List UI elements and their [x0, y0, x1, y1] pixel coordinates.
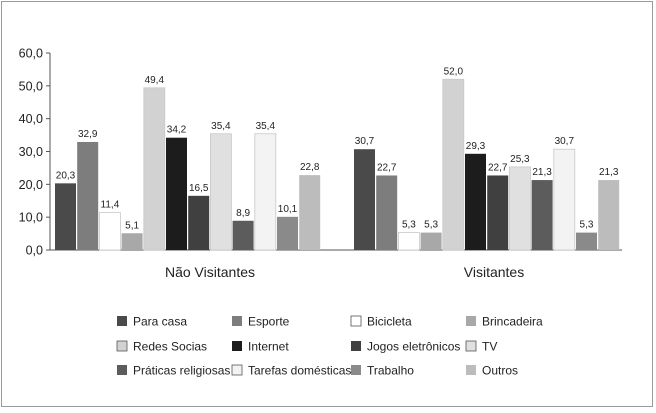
bar: [166, 137, 187, 250]
category-label: Visitantes: [464, 264, 524, 280]
bar: [354, 149, 375, 250]
category-label: Não Visitantes: [165, 264, 255, 280]
bar: [598, 180, 620, 250]
legend-label: Para casa: [133, 315, 187, 329]
bar: [576, 232, 597, 250]
legend-label: Práticas religiosas: [133, 364, 230, 378]
bar: [143, 87, 166, 251]
bar: [553, 148, 576, 251]
legend-swatch: [232, 316, 242, 326]
data-label: 21,3: [599, 167, 619, 178]
data-label: 5,1: [125, 220, 139, 231]
legend-label: Jogos eletrônicos: [367, 340, 460, 354]
chart-frame: 0,0 10,0 20,0 30,0 40,0 50,0 60,0 20,3 32,9 11,4…: [1, 1, 653, 407]
bar: [254, 133, 277, 251]
bar: [99, 212, 121, 251]
data-label: 22,7: [488, 162, 508, 173]
legend-label: Bicicleta: [367, 315, 412, 329]
bars: [55, 78, 620, 251]
y-tick-label: 10,0: [19, 211, 43, 225]
data-label: 22,7: [377, 162, 397, 173]
bar: [420, 232, 442, 250]
y-tick-label: 0,0: [26, 244, 43, 258]
legend-swatch: [116, 340, 128, 352]
data-label: 35,4: [256, 121, 276, 132]
legend-label: TV: [482, 340, 497, 354]
legend-swatch: [351, 365, 361, 375]
legend-swatch: [466, 316, 476, 326]
data-label: 29,3: [466, 141, 486, 152]
data-label: 22,8: [300, 162, 320, 173]
legend-label: Tarefas domésticas: [248, 364, 351, 378]
data-labels: 20,3 32,9 11,4 5,1 49,4 34,2 16,5 35,4 8,9 35,4 10…: [56, 66, 619, 231]
bar: [442, 78, 465, 251]
data-label: 30,7: [555, 136, 575, 147]
data-label: 49,4: [145, 75, 165, 86]
legend-swatch: [231, 364, 243, 376]
legend-swatch: [465, 340, 477, 352]
bar: [277, 216, 298, 250]
legend-swatch: [350, 315, 362, 327]
data-label: 32,9: [78, 129, 98, 140]
data-label: 21,3: [532, 167, 552, 178]
data-label: 34,2: [167, 125, 187, 136]
data-label: 35,4: [211, 121, 231, 132]
legend-label: Trabalho: [367, 364, 414, 378]
data-label: 20,3: [56, 170, 76, 181]
bar: [531, 180, 553, 250]
legend-swatch: [466, 365, 476, 375]
legend-label: Internet: [248, 340, 289, 354]
data-label: 52,0: [444, 66, 464, 77]
data-label: 10,1: [278, 204, 298, 215]
bar: [55, 183, 76, 250]
legend-label: Redes Socias: [133, 340, 207, 354]
bar: [232, 220, 254, 250]
data-label: 25,3: [510, 154, 530, 165]
bar: [397, 232, 420, 251]
legend: Para casa Esporte Bicicleta Brincadeira Rede…: [116, 315, 543, 378]
bar: [508, 166, 531, 251]
legend-swatch: [117, 316, 127, 326]
bar: [209, 133, 232, 251]
bar: [121, 233, 143, 250]
legend-swatch: [232, 341, 242, 351]
y-tick-label: 30,0: [19, 145, 43, 159]
bar: [188, 195, 210, 250]
legend-label: Brincadeira: [482, 315, 543, 329]
y-tick-label: 40,0: [19, 112, 43, 126]
data-label: 16,5: [189, 183, 209, 194]
y-tick-label: 60,0: [19, 47, 43, 61]
bar: [487, 175, 509, 250]
data-label: 5,3: [580, 220, 594, 231]
legend-label: Esporte: [248, 315, 290, 329]
bar: [376, 175, 398, 250]
data-label: 5,3: [424, 220, 438, 231]
data-label: 30,7: [355, 136, 375, 147]
y-tick-label: 20,0: [19, 178, 43, 192]
data-label: 11,4: [101, 200, 120, 211]
legend-label: Outros: [482, 364, 518, 378]
legend-swatch: [117, 365, 127, 375]
y-tick-label: 50,0: [19, 79, 43, 93]
bar-chart: 0,0 10,0 20,0 30,0 40,0 50,0 60,0 20,3 32,9 11,4…: [19, 47, 622, 378]
bar: [77, 141, 99, 250]
data-label: 5,3: [402, 220, 416, 231]
data-label: 8,9: [236, 208, 250, 219]
bar: [299, 175, 321, 250]
legend-swatch: [351, 341, 361, 351]
bar: [465, 153, 486, 250]
category-labels: Não Visitantes Visitantes: [165, 264, 524, 280]
